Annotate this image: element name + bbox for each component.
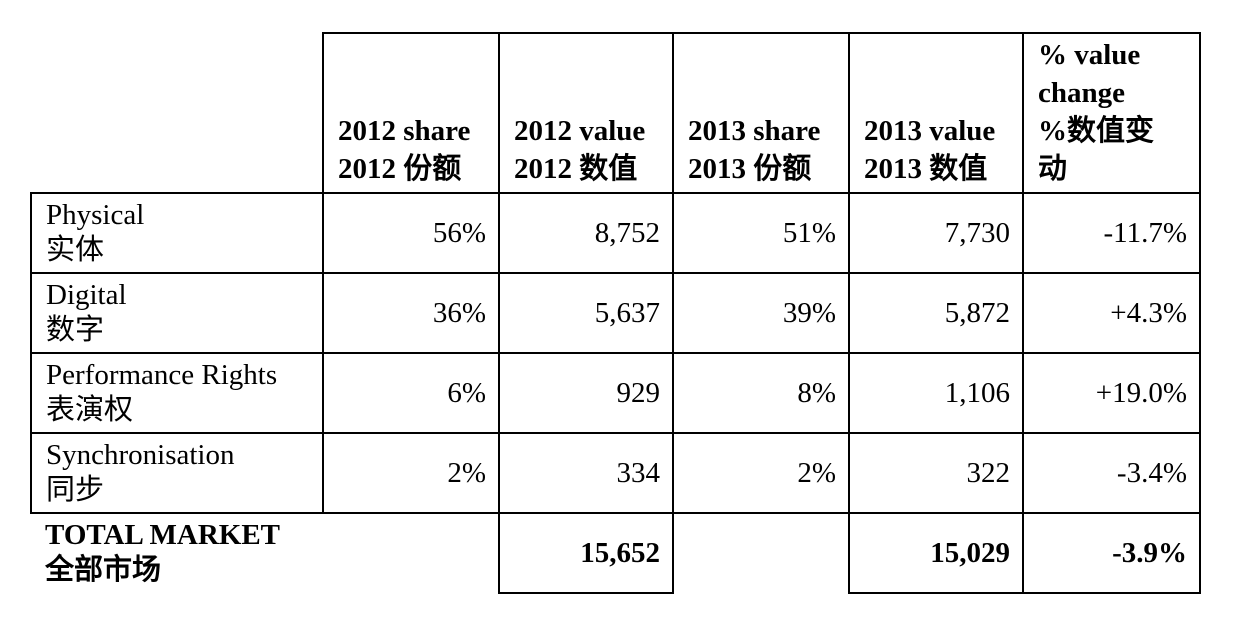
row-label-en: Synchronisation [46, 439, 235, 471]
row-label-zh: 同步 [46, 474, 105, 506]
header-2013-value-zh: 2013 数值 [864, 153, 988, 185]
header-2012-value: 2012 value 2012 数值 [498, 32, 674, 194]
table-row-total-market: TOTAL MARKET 全部市场 15,652 15,029 -3.9% [31, 512, 1201, 594]
cell-2013-share: 51% [672, 192, 850, 274]
header-2013-share-zh: 2013 份额 [688, 153, 812, 185]
total-2012-share-empty [323, 513, 499, 593]
header-row: 2012 share 2012 份额 2012 value 2012 数值 20… [31, 32, 1201, 194]
header-value-change: % value change %数值变 动 [1022, 32, 1201, 194]
cell-2012-share: 2% [322, 432, 500, 514]
header-2013-value-en: 2013 value [864, 115, 996, 147]
cell-2012-value: 334 [498, 432, 674, 514]
row-label-zh: 数字 [46, 314, 105, 346]
header-2012-share-en: 2012 share [338, 115, 471, 147]
cell-value-change: -3.4% [1022, 432, 1201, 514]
total-value-change: -3.9% [1022, 512, 1201, 594]
header-2012-value-en: 2012 value [514, 115, 646, 147]
cell-2012-share: 36% [322, 272, 500, 354]
header-2012-value-zh: 2012 数值 [514, 153, 638, 185]
total-label-zh: 全部市场 [45, 554, 162, 586]
header-2012-share: 2012 share 2012 份额 [322, 32, 500, 194]
market-value-table: 2012 share 2012 份额 2012 value 2012 数值 20… [30, 32, 1201, 594]
total-2013-share-empty [673, 513, 849, 593]
total-label: TOTAL MARKET 全部市场 [31, 513, 323, 593]
cell-value-change: +19.0% [1022, 352, 1201, 434]
header-blank-cell [31, 33, 323, 194]
row-label: Performance Rights 表演权 [30, 352, 324, 434]
cell-2013-value: 1,106 [848, 352, 1024, 434]
cell-2012-value: 5,637 [498, 272, 674, 354]
total-2012-value: 15,652 [498, 512, 674, 594]
cell-value-change: -11.7% [1022, 192, 1201, 274]
row-label-en: Performance Rights [46, 359, 278, 391]
cell-2013-value: 322 [848, 432, 1024, 514]
header-2013-value: 2013 value 2013 数值 [848, 32, 1024, 194]
header-value-change-line4: 动 [1038, 153, 1068, 185]
header-2012-share-zh: 2012 份额 [338, 153, 462, 185]
table-row-digital: Digital 数字 36% 5,637 39% 5,872 +4.3% [30, 272, 1201, 354]
row-label-zh: 实体 [46, 234, 105, 266]
cell-2012-value: 929 [498, 352, 674, 434]
table-row-synchronisation: Synchronisation 同步 2% 334 2% 322 -3.4% [30, 432, 1201, 514]
table-row-physical: Physical 实体 56% 8,752 51% 7,730 -11.7% [30, 192, 1201, 274]
cell-2013-value: 5,872 [848, 272, 1024, 354]
cell-2012-share: 6% [322, 352, 500, 434]
cell-value-change: +4.3% [1022, 272, 1201, 354]
total-label-en: TOTAL MARKET [45, 519, 281, 551]
cell-2013-value: 7,730 [848, 192, 1024, 274]
row-label: Physical 实体 [30, 192, 324, 274]
row-label-en: Physical [46, 199, 145, 231]
cell-2013-share: 8% [672, 352, 850, 434]
cell-2012-share: 56% [322, 192, 500, 274]
header-value-change-line3: %数值变 [1038, 115, 1155, 147]
row-label-zh: 表演权 [46, 394, 134, 426]
cell-2012-value: 8,752 [498, 192, 674, 274]
row-label: Digital 数字 [30, 272, 324, 354]
table-row-performance-rights: Performance Rights 表演权 6% 929 8% 1,106 +… [30, 352, 1201, 434]
header-2013-share-en: 2013 share [688, 115, 821, 147]
cell-2013-share: 39% [672, 272, 850, 354]
header-value-change-line2: change [1038, 77, 1125, 109]
header-value-change-line1: % value [1038, 39, 1141, 71]
row-label-en: Digital [46, 279, 127, 311]
cell-2013-share: 2% [672, 432, 850, 514]
header-2013-share: 2013 share 2013 份额 [672, 32, 850, 194]
row-label: Synchronisation 同步 [30, 432, 324, 514]
total-2013-value: 15,029 [848, 512, 1024, 594]
